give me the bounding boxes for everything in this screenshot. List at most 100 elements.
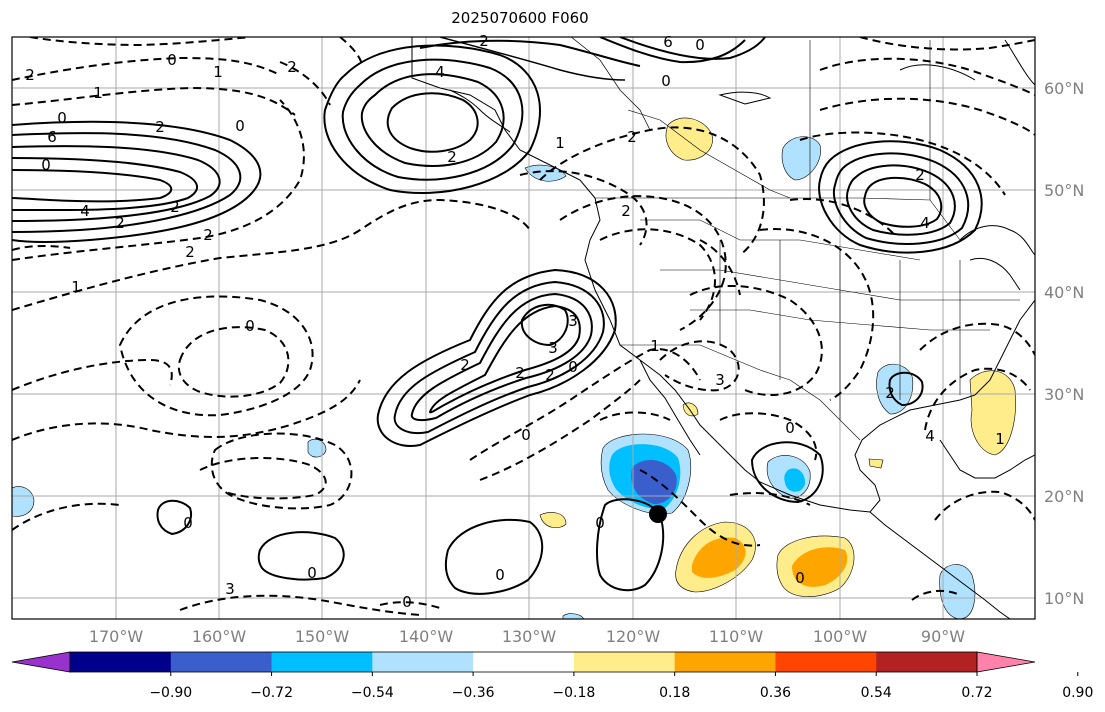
colorbar-tick-label: −0.54	[351, 685, 394, 701]
negative-anomaly-patch	[781, 136, 821, 181]
map-title: 2025070600 F060	[451, 9, 589, 27]
dashed-contour-label: 3	[715, 371, 725, 389]
dashed-contour-label: 1	[71, 278, 81, 296]
longitude-label: 170°W	[89, 627, 144, 646]
colorbar-tick-label: −0.36	[452, 685, 495, 701]
longitude-label: 140°W	[399, 627, 454, 646]
solid-contour-label: 0	[41, 156, 51, 174]
longitude-label: 150°W	[295, 627, 350, 646]
dashed-contour-label: 3	[225, 580, 235, 598]
longitude-label: 90°W	[921, 627, 965, 646]
dashed-contour-label: 1	[650, 337, 660, 355]
dashed-contour-label: 0	[57, 109, 67, 127]
solid-contour-label: 2	[115, 214, 125, 232]
colorbar-segment	[876, 652, 978, 672]
colorbar-segment	[271, 652, 373, 672]
dashed-contour-label: 0	[402, 593, 412, 611]
solid-contour-label: 4	[80, 202, 90, 220]
dashed-contour-label: 2	[627, 128, 637, 146]
colorbar-tick-label: −0.90	[149, 685, 192, 701]
colorbar-tick-label: 0.36	[760, 685, 791, 701]
colorbar-outline	[69, 651, 978, 673]
positive-anomaly-core	[792, 547, 848, 587]
solid-contour-label: 2	[460, 356, 470, 374]
colorbar: −0.90 −0.72 −0.54 −0.36 −0.18 0.18 0.36 0.54 0.7…	[11, 651, 1093, 701]
dashed-contour-label: 1	[555, 134, 565, 152]
negative-anomaly-patch	[524, 164, 567, 182]
colorbar-segment	[473, 652, 575, 672]
dashed-contour-label: 2	[203, 226, 213, 244]
solid-contour-label: 0	[495, 566, 505, 584]
solid-contour-label: 0	[785, 419, 795, 437]
solid-contour-label: 3	[568, 312, 578, 330]
positive-anomaly-patch	[969, 370, 1016, 456]
dashed-contour-label: 2	[170, 198, 180, 216]
solid-contour-label: 2	[545, 366, 555, 384]
dashed-contour-label: 2	[25, 66, 35, 84]
longitude-label: 160°W	[192, 627, 247, 646]
dashed-contour-label: 0	[167, 51, 177, 69]
dashed-contour-label: 2	[287, 58, 297, 76]
latitude-label: 60°N	[1044, 79, 1084, 98]
dashed-contour-label: 0	[661, 72, 671, 90]
latitude-label: 30°N	[1044, 385, 1084, 404]
dashed-contour-label: 2	[621, 202, 631, 220]
longitude-label: 130°W	[502, 627, 557, 646]
solid-contour-label: 4	[435, 63, 445, 81]
colorbar-segment	[372, 652, 474, 672]
dashed-contour-label: 2	[155, 118, 165, 136]
longitude-label: 100°W	[813, 627, 868, 646]
solid-contour-label: 0	[183, 514, 193, 532]
solid-contour-label: 3	[548, 339, 558, 357]
colorbar-over-extend	[976, 651, 1036, 673]
dashed-contour-label: 2	[885, 384, 895, 402]
map-frame	[11, 36, 1036, 620]
solid-contour-label: 0	[568, 358, 578, 376]
solid-contour-label: 0	[595, 514, 605, 532]
positive-anomaly-patch	[539, 512, 567, 529]
shaded-fields	[12, 117, 1016, 619]
solid-contour-label: 4	[920, 214, 930, 232]
longitude-labels: 170°W 160°W 150°W 140°W 130°W 120°W 110°W 100°W…	[89, 627, 965, 646]
latitude-label: 20°N	[1044, 487, 1084, 506]
solid-contour-label: 6	[663, 33, 673, 51]
positive-anomaly-patch	[868, 458, 884, 469]
dashed-contour-label: 1	[93, 84, 103, 102]
negative-anomaly-patch	[876, 363, 914, 415]
positive-anomaly-patch	[665, 117, 713, 161]
dashed-contours	[12, 37, 1035, 616]
colorbar-tick-label: 0.54	[861, 685, 892, 701]
dashed-contour-label: 2	[185, 243, 195, 261]
colorbar-segment	[674, 652, 776, 672]
dashed-contour-label: 0	[521, 426, 531, 444]
colorbar-tick-label: −0.18	[552, 685, 595, 701]
colorbar-segment	[170, 652, 273, 672]
solid-contour-label: 6	[47, 128, 57, 146]
latitude-label: 10°N	[1044, 589, 1084, 608]
longitude-label: 120°W	[606, 627, 661, 646]
colorbar-tick-label: 0.18	[659, 685, 690, 701]
colorbar-under-extend	[11, 651, 71, 673]
dashed-contour-label: 0	[695, 36, 705, 54]
positive-anomaly-core	[692, 537, 746, 578]
solid-contour-label: 2	[915, 166, 925, 184]
solid-contour-label: 0	[795, 569, 805, 587]
coastlines	[411, 37, 1035, 619]
colorbar-segment	[70, 652, 172, 672]
solid-contour-label: 2	[447, 148, 457, 166]
negative-anomaly-patch	[562, 613, 585, 619]
dashed-contour-label: 0	[245, 317, 255, 335]
longitude-label: 110°W	[709, 627, 764, 646]
colorbar-segment	[775, 652, 877, 672]
dashed-contour-label: 1	[995, 430, 1005, 448]
dashed-contour-label: 0	[235, 117, 245, 135]
dashed-contour-label: 1	[213, 63, 223, 81]
dashed-contour-label: 4	[925, 427, 935, 445]
storm-center-marker	[649, 505, 667, 523]
solid-contour-label: 0	[307, 564, 317, 582]
latitude-labels: 60°N 50°N 40°N 30°N 20°N 10°N	[1044, 79, 1084, 608]
latitude-label: 50°N	[1044, 181, 1084, 200]
solid-contour-label: 2	[479, 32, 489, 50]
